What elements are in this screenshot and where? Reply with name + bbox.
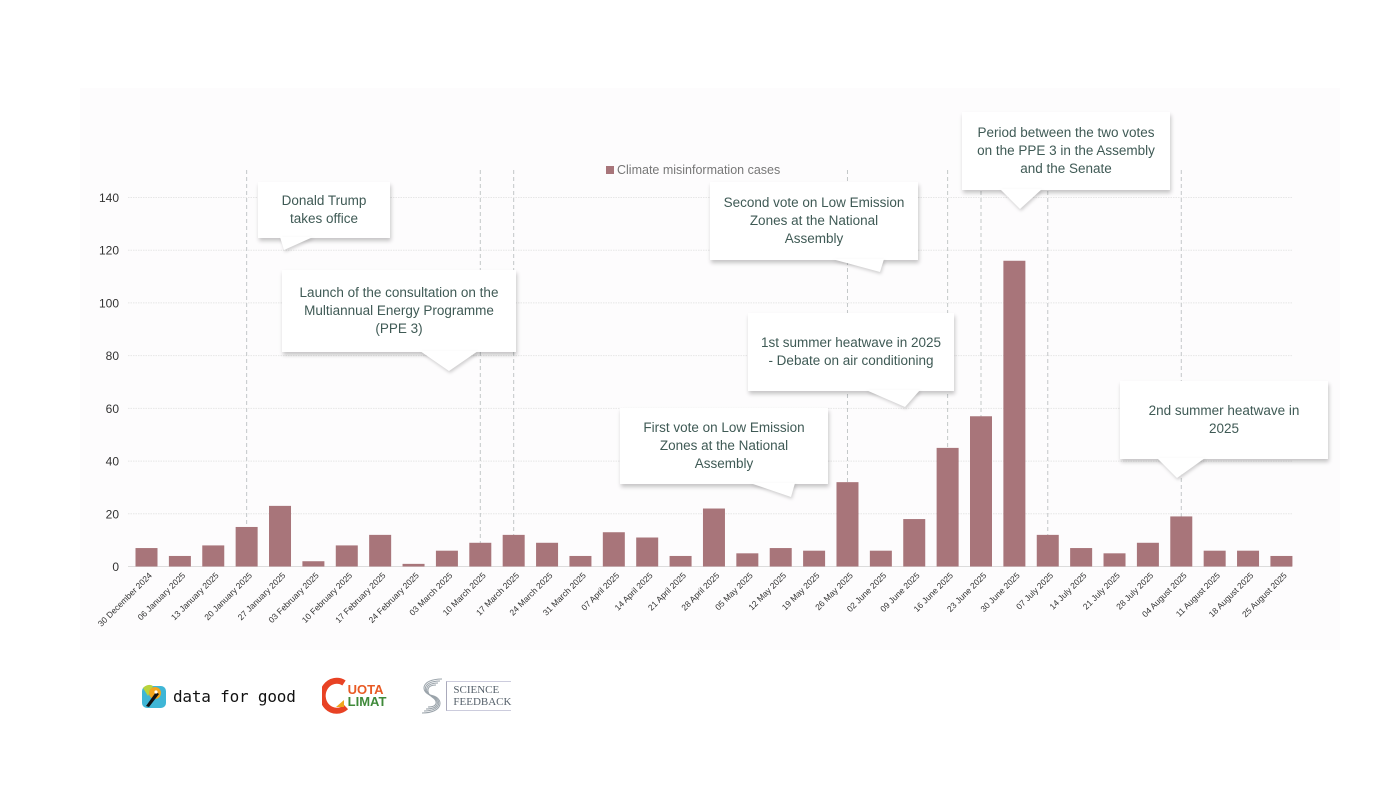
science-feedback-s-icon (422, 678, 443, 714)
bar (402, 563, 425, 567)
quota-climat-text: UOTA LIMAT (347, 682, 387, 709)
logo-quota-climat: UOTA LIMAT (321, 677, 387, 715)
bar (836, 482, 859, 567)
y-tick-label: 20 (106, 507, 120, 521)
bar (302, 561, 325, 567)
bar (669, 555, 692, 567)
legend-label: Climate misinformation cases (617, 163, 780, 177)
bar (135, 548, 158, 567)
logo-science-feedback: SCIENCE FEEDBACK (418, 678, 512, 714)
bar (335, 545, 358, 567)
annotation-ppe3-votes-period: Period between the two votes on the PPE … (962, 112, 1170, 190)
annotation-trump-text: Donald Trump takes office (281, 193, 367, 226)
y-tick-label: 60 (106, 402, 120, 416)
bar (1170, 516, 1193, 567)
annotation-second-heatwave-text: 2nd summer heatwave in 2025 (1148, 403, 1300, 436)
bar (435, 550, 458, 567)
quota-climat-line2: LIMAT (347, 694, 387, 709)
bar (1136, 542, 1159, 567)
bar (502, 534, 525, 567)
bar (536, 542, 559, 567)
bar (269, 505, 292, 567)
y-axis-ticks: 0 20 40 60 80 100 120 140 (99, 191, 119, 574)
bar (369, 534, 392, 567)
annotation-second-vote-lez: Second vote on Low Emission Zones at the… (710, 182, 918, 260)
bars (135, 260, 1293, 567)
bar (1203, 550, 1226, 567)
bar (469, 542, 492, 567)
annotation-ppe3-votes-period-text: Period between the two votes on the PPE … (977, 125, 1155, 176)
bar (936, 447, 959, 567)
bar (202, 545, 225, 567)
bar (168, 555, 191, 567)
bar (1103, 553, 1126, 567)
bar (702, 508, 725, 567)
bar (769, 548, 792, 567)
bar (1237, 550, 1260, 567)
annotation-trump: Donald Trump takes office (258, 182, 390, 238)
annotation-first-vote-lez: First vote on Low Emission Zones at the … (620, 408, 828, 484)
y-tick-label: 40 (106, 455, 120, 469)
annotation-second-heatwave: 2nd summer heatwave in 2025 (1120, 381, 1328, 459)
bar (903, 519, 926, 567)
science-feedback-line2: FEEDBACK (453, 696, 512, 708)
annotation-ppe3-consultation: Launch of the consultation on the Multia… (282, 270, 516, 352)
bar (235, 526, 258, 567)
science-feedback-text: SCIENCE FEEDBACK (446, 681, 512, 711)
legend-swatch (606, 166, 614, 174)
y-tick-label: 100 (99, 296, 119, 310)
x-tick-label: 30 December 2024 (96, 570, 154, 628)
y-tick-label: 140 (99, 191, 119, 205)
annotation-second-vote-lez-text: Second vote on Low Emission Zones at the… (723, 195, 905, 246)
annotation-first-heatwave: 1st summer heatwave in 2025 - Debate on … (748, 313, 954, 391)
bar (970, 416, 992, 567)
science-feedback-line1: SCIENCE (453, 684, 500, 696)
annotation-ppe3-consultation-text: Launch of the consultation on the Multia… (299, 285, 499, 336)
bar (803, 550, 826, 567)
bar (736, 553, 759, 567)
bar (636, 537, 659, 567)
partner-logos: data for good UOTA LIMAT SCIENCE FEEDBAC… (140, 676, 512, 716)
bar (1003, 260, 1026, 567)
quota-climat-line1: UOTA (347, 682, 384, 697)
annotation-first-vote-lez-text: First vote on Low Emission Zones at the … (643, 420, 805, 471)
data-for-good-text: data for good (173, 686, 296, 706)
bar (569, 555, 592, 567)
bar (1270, 555, 1293, 567)
logo-data-for-good: data for good (140, 682, 296, 710)
data-for-good-bird-icon (142, 684, 166, 708)
y-tick-label: 0 (112, 560, 119, 574)
bar (869, 550, 892, 567)
y-tick-label: 120 (99, 244, 119, 258)
y-tick-label: 80 (106, 349, 120, 363)
quota-climat-q-icon (321, 677, 348, 714)
bar (1036, 534, 1059, 567)
bar (1070, 548, 1093, 567)
annotation-first-heatwave-text: 1st summer heatwave in 2025 - Debate on … (760, 335, 942, 368)
legend: Climate misinformation cases (606, 163, 780, 177)
bar (602, 532, 625, 567)
